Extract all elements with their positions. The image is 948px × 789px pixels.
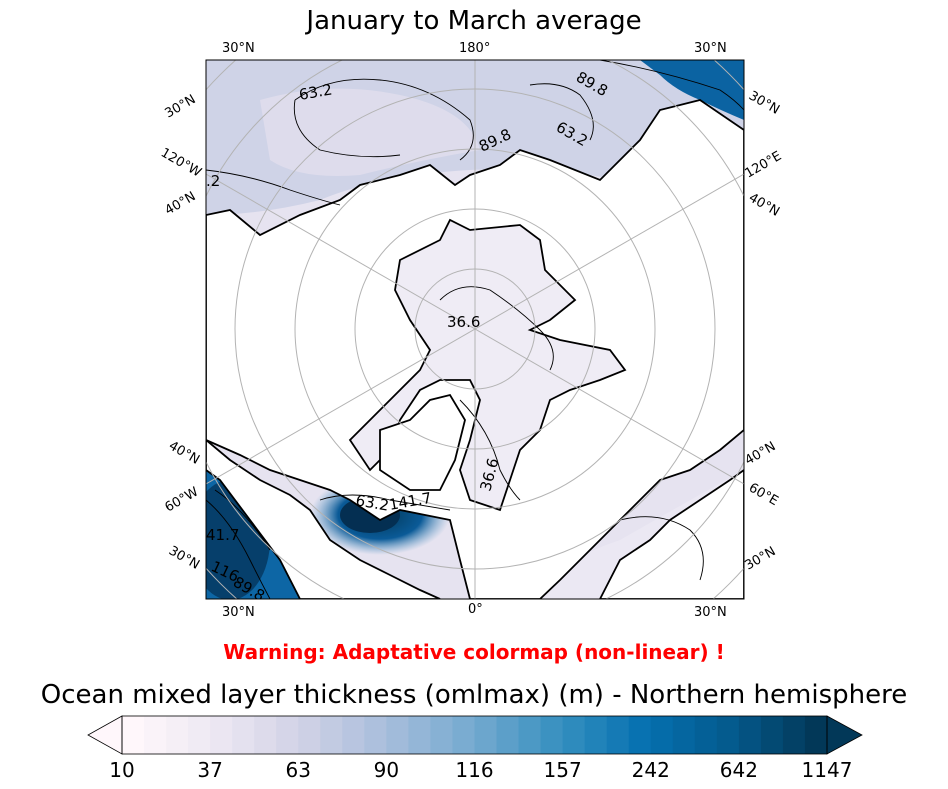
colorbar-bin <box>320 716 343 754</box>
lat-label: 30°N <box>222 605 255 620</box>
lat-label: 30°N <box>222 41 255 56</box>
lat-label: 40°N <box>743 439 779 468</box>
colorbar-bin <box>562 716 586 754</box>
lat-label: 30°N <box>694 605 727 620</box>
land-europe <box>598 468 744 599</box>
colorbar-bin <box>254 716 277 754</box>
colorbar-bin <box>628 716 652 754</box>
colorbar-bin <box>386 716 410 754</box>
colorbar-bin <box>672 716 696 754</box>
colorbar-title: Ocean mixed layer thickness (omlmax) (m)… <box>40 680 908 710</box>
colorbar-bin <box>342 716 365 754</box>
contour-lines <box>206 60 744 599</box>
colorbar-tick-label: 10 <box>109 758 134 782</box>
colorbar-bin <box>474 716 498 754</box>
colorbar-bin <box>276 716 299 754</box>
colorbar-bin <box>804 716 828 754</box>
colorbar-bin <box>606 716 630 754</box>
colorbar-tick-label: 642 <box>720 758 758 782</box>
colorbar-tick-label: 63 <box>286 758 311 782</box>
arctic-ocean <box>348 218 627 512</box>
colorbar-bin <box>144 716 167 754</box>
colorbar-bin <box>518 716 542 754</box>
lon-label: 0° <box>468 602 483 617</box>
colorbar-bin <box>716 716 740 754</box>
polar-map: 63.2 89.8 63.2 89.8 .2 36.6 36.6 63.2 41… <box>158 41 785 620</box>
colorbar-bin <box>694 716 718 754</box>
colorbar-bins <box>122 716 828 754</box>
deep-water-top-right <box>640 60 744 120</box>
colorbar-frame <box>121 715 828 755</box>
contour-label: .2 <box>206 172 220 190</box>
colorbar-tick-label: 1147 <box>802 758 853 782</box>
lat-label: 30°N <box>166 543 202 572</box>
colorbar-bin <box>122 716 145 754</box>
colorbar-bin <box>210 716 233 754</box>
colorbar-bin <box>760 716 784 754</box>
lon-label: 60°E <box>746 480 781 509</box>
colorbar-bin <box>364 716 387 754</box>
colorbar-tick-label: 242 <box>632 758 670 782</box>
colorbar-bin <box>540 716 564 754</box>
graticule <box>206 60 744 599</box>
lat-label: 30°N <box>743 544 779 573</box>
land-north-america <box>206 438 441 599</box>
contour-label: 41.7 <box>206 526 239 544</box>
contour-label: 63.2 <box>298 80 334 104</box>
lon-label: 60°W <box>163 484 202 515</box>
colorbar-min-arrow <box>87 715 123 755</box>
colorbar-bin <box>430 716 454 754</box>
colorbar-bin <box>408 716 432 754</box>
pacific-light-patch <box>260 88 480 176</box>
colorbar-tick-label: 116 <box>455 758 493 782</box>
colorbar-bin <box>188 716 211 754</box>
lat-label: 40°N <box>746 190 782 219</box>
lon-label: 120°W <box>158 145 204 180</box>
colorbar-bin <box>496 716 520 754</box>
colorbar-bin <box>650 716 674 754</box>
colorbar-bin <box>166 716 189 754</box>
lat-label: 40°N <box>166 438 202 467</box>
colorbar-tick-label: 90 <box>374 758 399 782</box>
lon-label: 180° <box>459 41 490 56</box>
colorbar-max-arrow <box>826 715 863 755</box>
colorbar-tick-label: 37 <box>197 758 222 782</box>
lat-label: 30°N <box>694 41 727 56</box>
contour-label: 36.6 <box>447 313 480 331</box>
colorbar-bin <box>452 716 476 754</box>
map-frame <box>205 59 745 600</box>
land-greenland <box>379 393 466 491</box>
lat-label: 30°N <box>163 92 199 121</box>
colorbar-bin <box>738 716 762 754</box>
contour-label: 63.2 <box>354 491 390 515</box>
lat-label: 30°N <box>746 88 782 117</box>
map-title: January to March average <box>306 6 642 36</box>
lon-label: 120°E <box>743 149 785 182</box>
colorbar-tick-label: 157 <box>544 758 582 782</box>
colorbar-bin <box>298 716 321 754</box>
colorbar-bin <box>232 716 255 754</box>
colormap-warning: Warning: Adaptative colormap (non-linear… <box>223 640 725 664</box>
colorbar-bin <box>584 716 608 754</box>
colorbar-bin <box>782 716 806 754</box>
lat-label: 40°N <box>163 189 199 218</box>
